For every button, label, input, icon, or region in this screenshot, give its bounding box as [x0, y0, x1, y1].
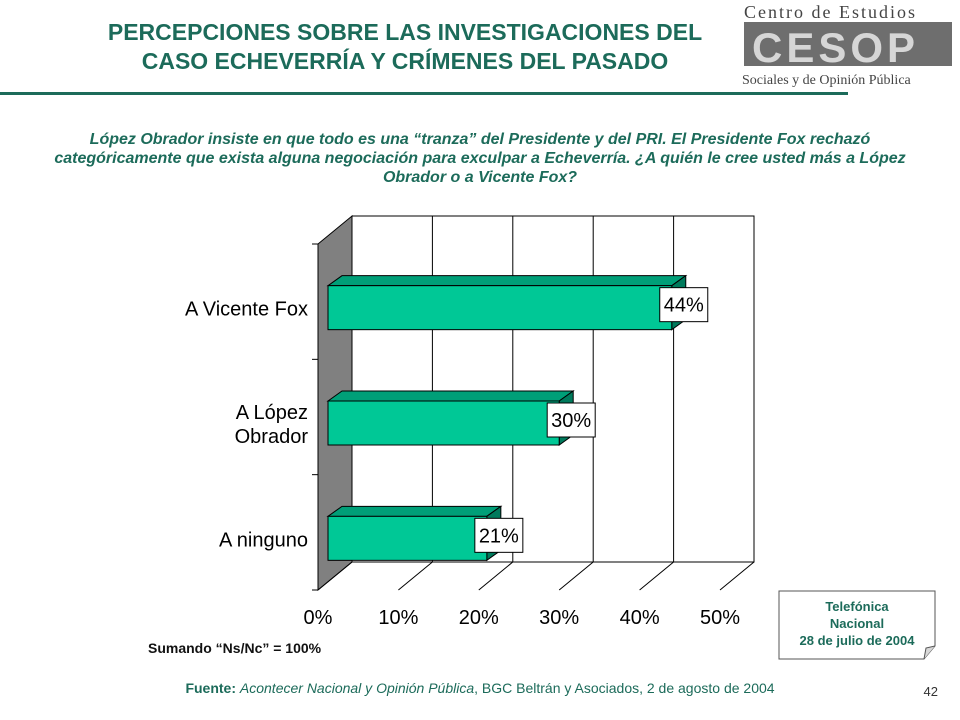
nsnc-note: Sumando “Ns/Nc” = 100% [148, 640, 322, 656]
bar-top [326, 505, 503, 517]
data-label-box [546, 402, 596, 438]
page-title: PERCEPCIONES SOBRE LAS INVESTIGACIONES D… [40, 18, 770, 76]
logo-mark: CESOP [752, 24, 919, 71]
x-tick-label: 0% [304, 607, 333, 629]
survey-info-text: Telefónica Nacional 28 de julio de 2004 [778, 598, 936, 649]
title-rule [0, 92, 848, 95]
x-tick-label: 40% [620, 607, 660, 629]
bar [327, 515, 488, 561]
x-tick-label: 50% [700, 607, 740, 629]
survey-info-box [778, 590, 936, 660]
title-line-2: CASO ECHEVERRÍA Y CRÍMENES DEL PASADO [141, 48, 669, 74]
logo-line-2: Sociales y de Opinión Pública [742, 73, 912, 88]
y-category-label: A ninguno [219, 529, 308, 551]
bar-top [326, 275, 688, 287]
data-label: 44% [664, 295, 704, 317]
x-tick-label: 20% [459, 607, 499, 629]
data-label: 30% [551, 410, 591, 432]
title-line-1: PERCEPCIONES SOBRE LAS INVESTIGACIONES D… [107, 19, 703, 45]
y-category-label: A López [236, 402, 308, 424]
source-rest: , BGC Beltrán y Asociados, 2 de agosto d… [474, 680, 775, 696]
survey-question: López Obrador insiste en que todo es una… [54, 131, 906, 186]
source-footer: Fuente: Acontecer Nacional y Opinión Púb… [0, 680, 960, 696]
data-label-box [659, 287, 709, 323]
survey-line-2: Nacional [829, 616, 885, 631]
survey-line-3: 28 de julio de 2004 [799, 633, 915, 648]
floor-line [478, 561, 514, 591]
floor-line [558, 561, 594, 591]
bar [327, 285, 673, 331]
source-label: Fuente: [185, 680, 236, 696]
data-label: 21% [479, 525, 519, 547]
data-label-box [474, 517, 524, 553]
floor-line [719, 561, 755, 591]
floor-line [398, 561, 433, 591]
floor-line [639, 561, 674, 591]
floor-line [317, 561, 353, 591]
chart-back-wall [351, 215, 755, 563]
x-tick-label: 10% [378, 607, 418, 629]
cesop-logo: Centro de Estudios CESOP Sociales y de O… [742, 2, 952, 88]
logo-band [744, 22, 952, 66]
logo-line-1: Centro de Estudios [744, 2, 917, 22]
page-number: 42 [923, 684, 938, 699]
survey-line-1: Telefónica [825, 599, 889, 614]
x-tick-label: 30% [539, 607, 579, 629]
source-italic: Acontecer Nacional y Opinión Pública [239, 680, 475, 696]
bar [327, 400, 560, 446]
bar-top [326, 390, 575, 402]
y-category-label: Obrador [235, 426, 309, 448]
y-category-label: A Vicente Fox [185, 299, 308, 321]
